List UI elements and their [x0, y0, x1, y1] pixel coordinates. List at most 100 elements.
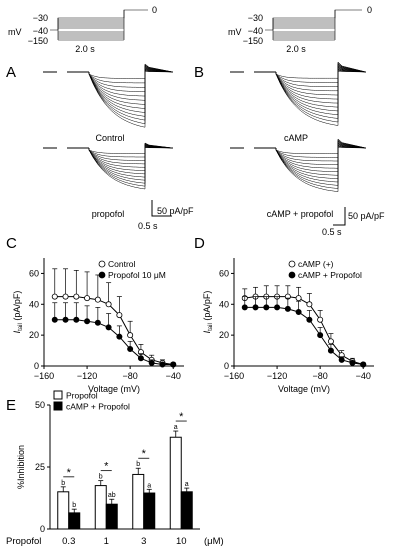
- panel-letter-b: B: [194, 64, 204, 81]
- trace-sweep: [254, 70, 367, 83]
- y-axis-label: Itail (pA/pF): [202, 291, 214, 334]
- x-tick-label: −40: [356, 371, 371, 381]
- trace-sweep: [67, 144, 174, 175]
- data-point: [62, 293, 69, 300]
- significance-star: *: [179, 411, 184, 423]
- data-point: [295, 295, 302, 302]
- data-point: [84, 295, 91, 302]
- bar: [57, 491, 70, 530]
- trace-sweep: [254, 70, 367, 79]
- trace-sweep: [254, 62, 367, 123]
- protocol-unit: mV: [228, 27, 242, 37]
- data-point: [116, 312, 123, 319]
- x-axis-label: Voltage (mV): [88, 384, 140, 394]
- protocol-steps: [50, 9, 148, 41]
- protocol-v-top-right: 0: [367, 5, 372, 15]
- trace-sweep: [67, 146, 174, 161]
- data-point: [116, 333, 123, 340]
- legend-label: cAMP (+): [298, 259, 334, 269]
- protocol-duration: 2.0 s: [286, 44, 306, 54]
- series-line: [244, 306, 364, 365]
- legend-label: cAMP + Propofol: [66, 402, 130, 412]
- trace-sweep: [67, 145, 174, 171]
- trace-sweep: [67, 64, 174, 121]
- trace-sweep: [254, 66, 367, 104]
- trace-sweep: [254, 145, 367, 162]
- x-tick-label: −120: [267, 371, 287, 381]
- data-point: [84, 318, 91, 325]
- protocol-v-bot: −150: [243, 36, 263, 46]
- data-point: [252, 304, 259, 311]
- y-tick-label: 40: [29, 299, 39, 309]
- protocol-steps: [265, 9, 362, 41]
- y-axis-label: %Inhibition: [16, 445, 26, 489]
- legend-marker: [98, 271, 106, 279]
- trace-sweep: [67, 147, 174, 154]
- data-point: [263, 304, 270, 311]
- y-tick-label: 60: [29, 268, 39, 278]
- x-tick-label: −40: [166, 371, 181, 381]
- panel-letter-d: D: [194, 235, 205, 252]
- trace-sweep: [67, 143, 174, 181]
- data-point: [338, 356, 345, 363]
- data-point: [241, 304, 248, 311]
- series-line: [54, 296, 174, 365]
- trace-sweep: [254, 69, 367, 87]
- legend-label: Propofol 10 μM: [108, 270, 166, 280]
- data-point: [327, 347, 334, 354]
- scale-bar-amp: 50 pA/pF: [157, 206, 194, 216]
- data-point: [360, 361, 367, 368]
- y-tick-label: 20: [219, 330, 229, 340]
- legend-label: Control: [108, 259, 136, 269]
- y-axis-label: Itail (pA/pF): [12, 291, 24, 334]
- trace-sweep: [254, 140, 367, 186]
- data-point: [62, 316, 69, 323]
- trace-sweep: [67, 143, 174, 184]
- trace-sweep: [67, 70, 174, 84]
- legend-marker: [53, 390, 63, 400]
- legend-marker: [288, 271, 296, 279]
- y-tick-label: 20: [29, 330, 39, 340]
- data-point: [148, 359, 155, 366]
- protocol-v-top-right: 0: [152, 5, 157, 15]
- x-axis-unit: (μM): [204, 536, 224, 547]
- trace-sweep: [67, 69, 174, 88]
- x-tick-label: −80: [123, 371, 138, 381]
- significance-letter: a: [147, 482, 151, 489]
- significance-letter: a: [174, 424, 178, 431]
- x-tick-label: 3: [141, 536, 146, 547]
- protocol-right: −30 0 mV −40 −150 2.0 s: [228, 5, 372, 54]
- trace-sweep: [254, 141, 367, 179]
- data-point: [284, 305, 291, 312]
- y-tick-label: 0: [224, 361, 229, 371]
- data-point: [73, 293, 80, 300]
- y-tick-label: 25: [35, 462, 45, 472]
- significance-letter: b: [72, 502, 76, 509]
- trace-label-camp: cAMP: [284, 133, 308, 143]
- data-point: [327, 338, 334, 345]
- x-tick-label: 10: [176, 536, 187, 547]
- trace-sweep: [67, 69, 174, 92]
- bar: [180, 491, 193, 530]
- trace-sweep: [254, 138, 367, 192]
- x-tick-label: 0.3: [62, 536, 75, 547]
- significance-letter: b: [61, 480, 65, 487]
- legend-marker: [98, 260, 106, 268]
- bar: [68, 512, 81, 530]
- trace-sweep: [254, 65, 367, 108]
- y-tick-label: 0: [34, 361, 39, 371]
- series-line: [244, 296, 364, 365]
- significance-star: *: [67, 467, 72, 479]
- data-point: [170, 361, 177, 368]
- trace-sweep: [254, 62, 367, 119]
- protocol-v-bot: −150: [28, 36, 48, 46]
- x-tick-label: −160: [224, 371, 244, 381]
- trace-sweep: [67, 71, 174, 79]
- trace-label-camp-propofol: cAMP + propofol: [267, 209, 334, 219]
- data-point: [127, 346, 134, 353]
- trace-sweep: [67, 67, 174, 101]
- traces-b-camp: [230, 61, 367, 126]
- significance-letter: a: [185, 481, 189, 488]
- trace-sweep: [254, 146, 367, 158]
- trace-sweep: [67, 66, 174, 113]
